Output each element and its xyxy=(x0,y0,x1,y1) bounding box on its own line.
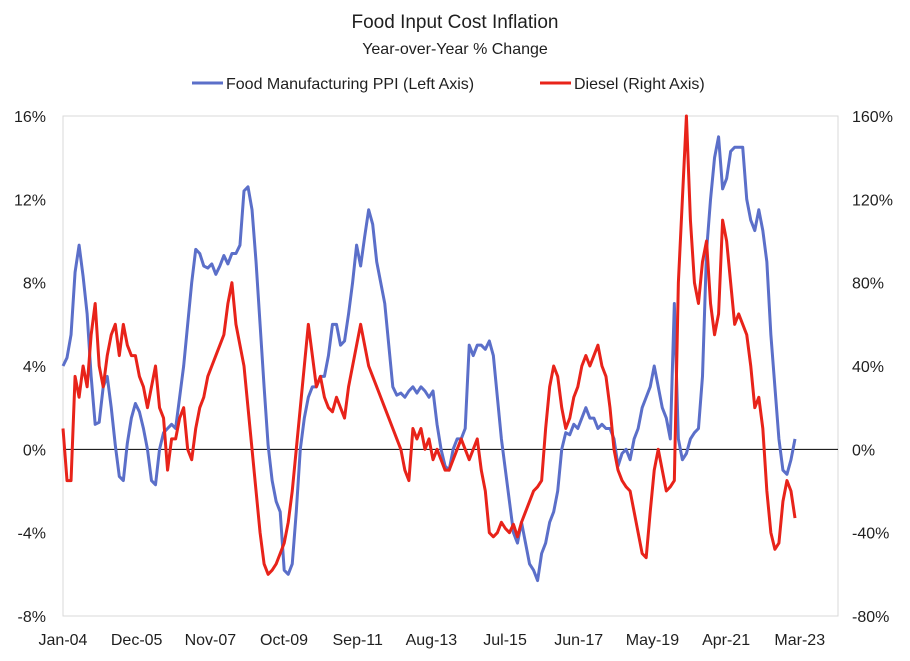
legend-label-diesel: Diesel (Right Axis) xyxy=(574,76,705,93)
chart-subtitle: Year-over-Year % Change xyxy=(362,41,548,58)
legend: Food Manufacturing PPI (Left Axis) Diese… xyxy=(192,76,705,93)
left-tick-label: 8% xyxy=(23,276,46,293)
legend-label-ppi: Food Manufacturing PPI (Left Axis) xyxy=(226,76,474,93)
x-tick-label: May-19 xyxy=(626,632,679,649)
x-tick-label: Jul-15 xyxy=(483,632,527,649)
left-tick-label: 0% xyxy=(23,442,46,459)
series-line-food-manufacturing-ppi xyxy=(61,135,797,583)
left-tick-label: -4% xyxy=(18,526,46,543)
left-tick-label: -8% xyxy=(18,609,46,626)
x-tick-label: Apr-21 xyxy=(702,632,750,649)
x-tick-label: Sep-11 xyxy=(333,632,384,649)
right-tick-label: 160% xyxy=(852,109,893,126)
series-line-diesel xyxy=(61,114,797,576)
x-axis-labels: Jan-04 Dec-05 Nov-07 Oct-09 Sep-11 Aug-13 Jul-… xyxy=(39,632,826,649)
right-tick-label: -40% xyxy=(852,526,889,543)
right-tick-label: 0% xyxy=(852,442,875,459)
x-tick-label: Dec-05 xyxy=(111,632,163,649)
left-tick-label: 12% xyxy=(14,192,46,209)
right-tick-label: 80% xyxy=(852,276,884,293)
chart-title: Food Input Cost Inflation xyxy=(351,12,558,33)
left-tick-label: 4% xyxy=(23,359,46,376)
right-axis-labels: -80% -40% 0% 40% 80% 120% 160% xyxy=(852,109,893,626)
x-tick-label: Aug-13 xyxy=(406,632,458,649)
right-tick-label: -80% xyxy=(852,609,889,626)
right-tick-label: 120% xyxy=(852,192,893,209)
x-tick-label: Oct-09 xyxy=(260,632,308,649)
left-tick-label: 16% xyxy=(14,109,46,126)
series-lines xyxy=(61,114,797,583)
x-tick-label: Nov-07 xyxy=(185,632,237,649)
x-tick-label: Mar-23 xyxy=(774,632,825,649)
left-axis-labels: -8% -4% 0% 4% 8% 12% 16% xyxy=(14,109,46,626)
x-tick-label: Jun-17 xyxy=(554,632,603,649)
right-tick-label: 40% xyxy=(852,359,884,376)
plot-area xyxy=(62,115,839,617)
x-tick-label: Jan-04 xyxy=(39,632,88,649)
